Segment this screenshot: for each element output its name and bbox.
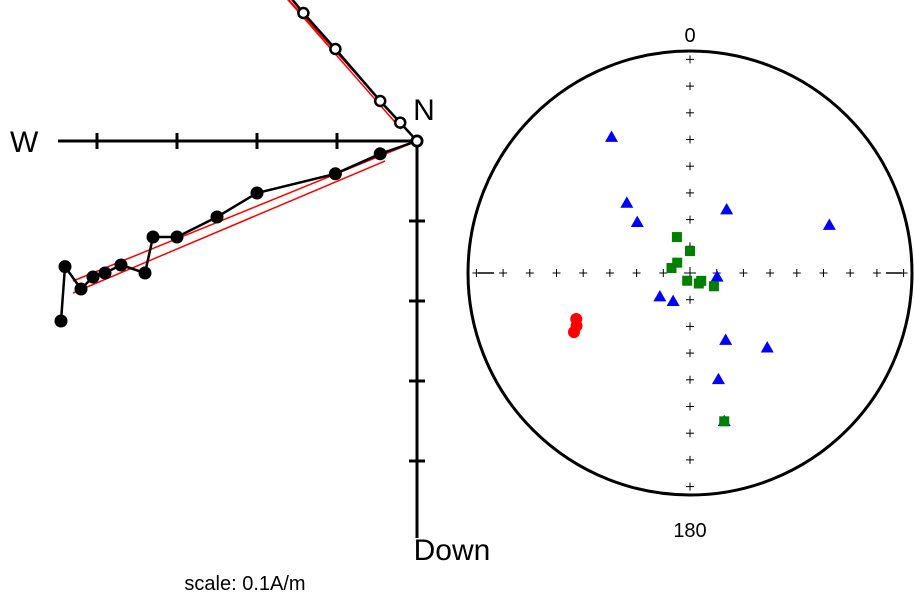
zijderveld-axis-ticks (95, 133, 425, 463)
stereonet-square-point (666, 263, 677, 274)
zijderveld-plot: N W Down scale: 0.1A/m (10, 0, 490, 594)
zijderveld-data-series (54, 0, 424, 328)
south-azimuth-label: 180 (673, 520, 706, 542)
fit-line (72, 160, 386, 294)
stereonet-triangle-point (760, 341, 774, 353)
stereonet-plot: 0 180 (466, 25, 914, 542)
stereonet-square-point (708, 281, 719, 292)
vertical-projection-point (297, 6, 310, 20)
horizontal-projection-point (138, 266, 152, 280)
north-azimuth-label: 0 (684, 25, 695, 47)
horizontal-projection-point (250, 186, 264, 200)
stereonet-triangle-point (620, 196, 634, 208)
horizontal-projection-point (58, 260, 72, 274)
stereonet-graticule-crosses (472, 55, 908, 491)
vertical-projection-point (329, 42, 342, 56)
stereonet-square-point (671, 232, 682, 243)
fit-line (287, 0, 418, 142)
horizontal-projection-point (98, 266, 112, 280)
stereonet-square-point (682, 275, 693, 286)
down-label: Down (414, 534, 491, 567)
horizontal-projection-point (86, 270, 100, 284)
stereonet-square-point (685, 246, 695, 257)
west-label: W (10, 126, 39, 159)
stereonet-triangle-point (653, 290, 667, 302)
stereonet-triangle-point (720, 203, 734, 215)
stereonet-circle-point (567, 326, 580, 339)
stereonet-triangle-point (666, 294, 680, 307)
vertical-projection-point (393, 116, 407, 129)
stereonet-square-point (696, 275, 707, 286)
vertical-projection-point (410, 134, 424, 148)
horizontal-projection-path (59, 139, 418, 322)
stereonet-triangle-point (711, 372, 725, 385)
stereonet-data-points (567, 130, 836, 427)
stereonet-triangle-point (605, 130, 619, 142)
stereonet-triangle-point (822, 218, 836, 230)
zijderveld-fit-lines (72, 0, 418, 294)
stereonet-primitive-circle (466, 49, 914, 497)
horizontal-projection-point (74, 282, 88, 296)
stereonet-square-point (672, 257, 683, 268)
fit-line (287, 0, 402, 130)
north-label: N (413, 94, 435, 127)
stereonet-triangle-point (719, 333, 733, 345)
horizontal-projection-point (373, 147, 387, 161)
horizontal-projection-point (54, 314, 68, 328)
stereonet-triangle-point (710, 270, 724, 282)
horizontal-projection-point (146, 230, 160, 244)
vertical-projection-point (373, 94, 387, 108)
vertical-projection-path (291, 0, 418, 142)
horizontal-projection-point (170, 230, 184, 244)
scale-label: scale: 0.1A/m (184, 573, 305, 594)
horizontal-projection-point (114, 258, 128, 272)
stereonet-square-point (719, 416, 730, 427)
horizontal-projection-point (328, 167, 342, 181)
stereonet-triangle-point (630, 215, 644, 227)
horizontal-projection-point (210, 210, 224, 224)
